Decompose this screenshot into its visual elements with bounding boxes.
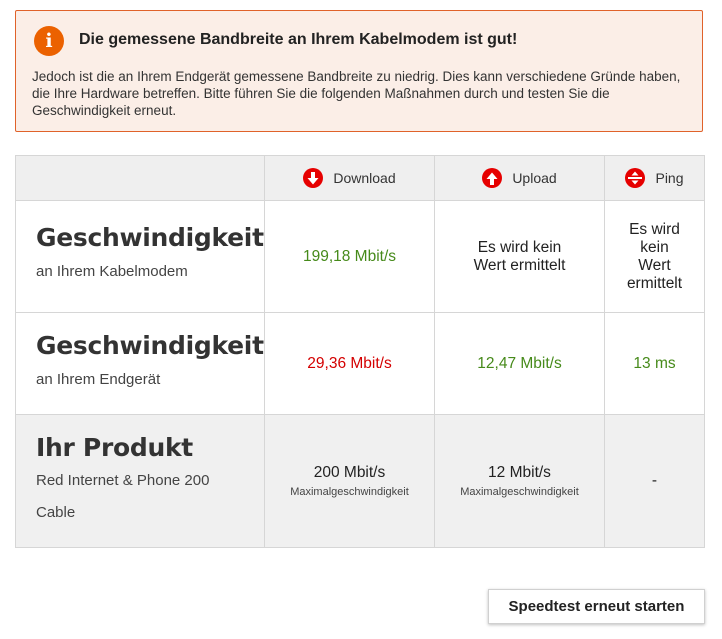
device-download-value: 29,36 Mbit/s [307,354,392,372]
table-header-row: Download Upload Ping [16,156,704,201]
modem-download-value: 199,18 Mbit/s [302,247,397,265]
product-download-cell: 200 Mbit/s Maximalgeschwindigkeit [265,415,435,547]
ping-icon [625,168,646,188]
upload-arrow-icon [482,168,503,188]
table-row: Geschwindigkeit an Ihrem Endgerät 29,36 … [16,313,704,415]
row-subtitle: an Ihrem Endgerät [36,371,161,388]
device-upload-value: 12,47 Mbit/s [477,354,562,372]
product-upload-caption: Maximalgeschwindigkeit [460,486,579,498]
header-empty-cell [16,156,265,200]
modem-ping-value: Es wird kein Wert ermittelt [626,220,683,292]
speed-results-table: Download Upload Ping Geschwindigkeit an … [15,155,705,548]
header-ping: Ping [605,156,704,200]
product-ping-value: - [651,472,658,489]
modem-upload-value: Es wird kein Wert ermittelt [473,238,566,274]
header-download-label: Download [333,170,396,186]
product-download-caption: Maximalgeschwindigkeit [290,486,409,498]
row-subtitle: an Ihrem Kabelmodem [36,263,188,280]
table-row: Ihr Produkt Red Internet & Phone 200 Cab… [16,415,704,547]
header-upload: Upload [435,156,605,200]
device-ping-cell: 13 ms [605,313,704,414]
row-title: Ihr Produkt [36,433,193,462]
notice-text: Jedoch ist die an Ihrem Endgerät gemesse… [32,69,681,118]
table-row: Geschwindigkeit an Ihrem Kabelmodem 199,… [16,201,704,313]
restart-speedtest-button[interactable]: Speedtest erneut starten [488,589,705,624]
download-arrow-icon [303,168,324,188]
device-ping-value: 13 ms [633,354,676,372]
product-upload-value: 12 Mbit/s [488,464,551,481]
product-name-line2: Cable [36,504,76,521]
device-download-cell: 29,36 Mbit/s [265,313,435,414]
row-title: Geschwindigkeit [36,223,264,252]
info-icon: i [34,26,64,56]
notice-title: Die gemessene Bandbreite an Ihrem Kabelm… [79,31,518,48]
row-title: Geschwindigkeit [36,331,264,360]
product-download-value: 200 Mbit/s [313,464,386,481]
row-label-modem: Geschwindigkeit an Ihrem Kabelmodem [16,201,265,312]
header-download: Download [265,156,435,200]
device-upload-cell: 12,47 Mbit/s [435,313,605,414]
product-upload-cell: 12 Mbit/s Maximalgeschwindigkeit [435,415,605,547]
header-upload-label: Upload [512,170,557,186]
row-label-device: Geschwindigkeit an Ihrem Endgerät [16,313,265,414]
modem-download-cell: 199,18 Mbit/s [265,201,435,312]
product-ping-cell: - [605,415,704,547]
result-notice: i Die gemessene Bandbreite an Ihrem Kabe… [15,10,703,132]
header-ping-label: Ping [655,170,684,186]
row-label-product: Ihr Produkt Red Internet & Phone 200 Cab… [16,415,265,547]
product-name-line1: Red Internet & Phone 200 [36,472,210,489]
modem-ping-cell: Es wird kein Wert ermittelt [605,201,704,312]
modem-upload-cell: Es wird kein Wert ermittelt [435,201,605,312]
